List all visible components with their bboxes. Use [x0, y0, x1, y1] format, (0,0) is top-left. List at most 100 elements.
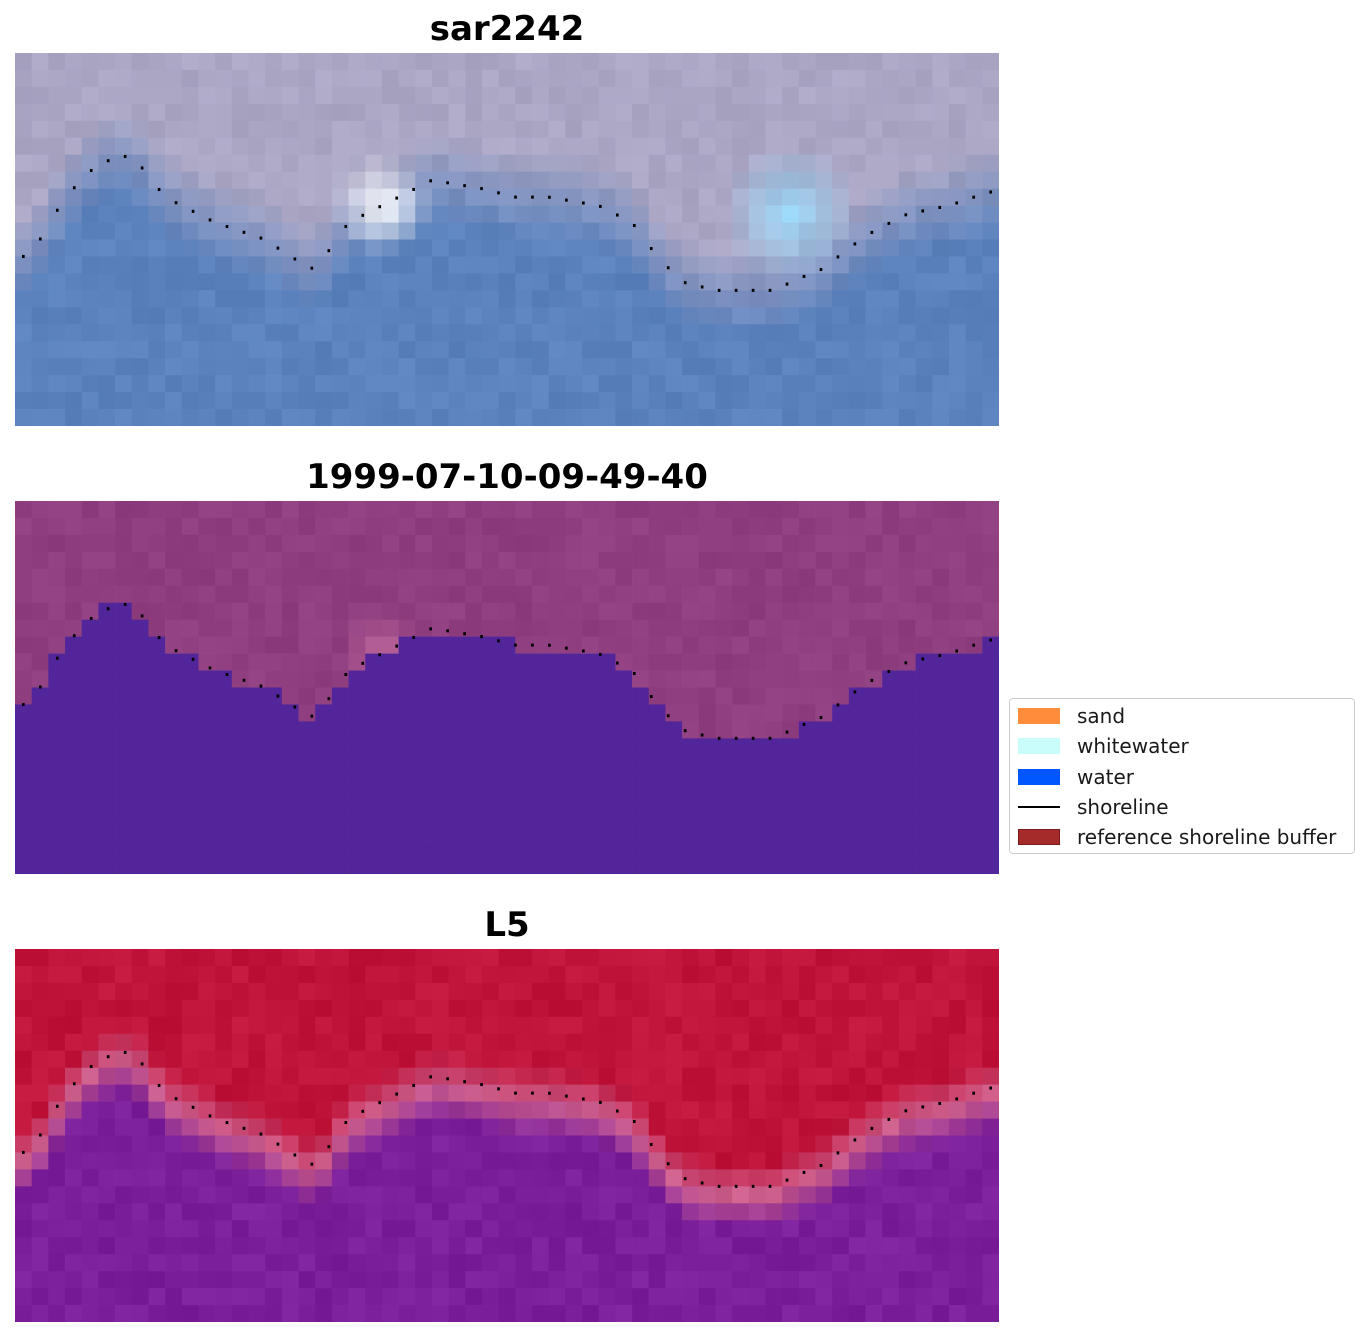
- pixel-cell: [181, 53, 199, 71]
- pixel-cell: [815, 1067, 833, 1085]
- pixel-cell: [548, 1220, 566, 1238]
- pixel-cell: [248, 670, 266, 688]
- shoreline-point: [649, 246, 653, 251]
- pixel-cell: [982, 1271, 999, 1289]
- pixel-cell: [348, 1186, 366, 1204]
- pixel-cell: [148, 120, 166, 139]
- pixel-cell: [415, 256, 433, 274]
- pixel-cell: [48, 755, 66, 773]
- pixel-cell: [715, 290, 733, 308]
- pixel-cell: [715, 982, 733, 1001]
- pixel-cell: [798, 154, 816, 173]
- shoreline-point: [446, 629, 449, 633]
- pixel-cell: [732, 1305, 750, 1322]
- pixel-cell: [348, 375, 366, 393]
- pixel-cell: [582, 154, 600, 173]
- pixel-cell: [65, 982, 83, 1001]
- pixel-cell: [31, 857, 49, 874]
- pixel-cell: [215, 1237, 233, 1255]
- pixel-cell: [648, 1220, 666, 1238]
- legend-item-sand: sand: [1018, 704, 1125, 728]
- pixel-cell: [181, 1135, 199, 1153]
- pixel-cell: [848, 1152, 866, 1170]
- pixel-cell: [765, 1288, 783, 1306]
- pixel-cell: [848, 188, 866, 206]
- pixel-cell: [648, 982, 666, 1001]
- pixel-cell: [298, 341, 316, 359]
- pixel-cell: [565, 687, 583, 705]
- pixel-cell: [748, 1169, 766, 1187]
- pixel-cell: [498, 517, 516, 536]
- pixel-cell: [782, 290, 800, 308]
- pixel-cell: [848, 1135, 866, 1153]
- shoreline-point: [242, 230, 246, 234]
- pixel-cell: [932, 517, 950, 536]
- pixel-cell: [548, 53, 566, 71]
- pixel-cell: [215, 1084, 233, 1102]
- pixel-cell: [481, 619, 499, 637]
- pixel-cell: [231, 789, 249, 807]
- pixel-cell: [265, 137, 283, 156]
- pixel-cell: [98, 375, 116, 393]
- pixel-cell: [932, 171, 950, 189]
- pixel-cell: [198, 501, 216, 519]
- pixel-cell: [648, 806, 666, 824]
- shoreline-point: [242, 1126, 246, 1130]
- pixel-cell: [698, 1101, 716, 1119]
- pixel-cell: [48, 1169, 66, 1187]
- pixel-cell: [915, 999, 933, 1018]
- pixel-cell: [431, 619, 449, 637]
- pixel-cell: [948, 1033, 966, 1052]
- pixel-cell: [648, 534, 666, 553]
- pixel-cell: [115, 1203, 133, 1221]
- pixel-cell: [748, 120, 766, 139]
- pixel-cell: [248, 222, 266, 240]
- pixel-cell: [315, 1203, 333, 1221]
- pixel-cell: [248, 86, 266, 105]
- pixel-cell: [81, 982, 99, 1001]
- pixel-cell: [932, 1067, 950, 1085]
- pixel-cell: [48, 137, 66, 156]
- pixel-cell: [682, 1135, 700, 1153]
- pixel-cell: [265, 392, 283, 410]
- pixel-cell: [298, 755, 316, 773]
- pixel-cell: [148, 1118, 166, 1136]
- pixel-cell: [448, 1305, 466, 1322]
- pixel-cell: [698, 517, 716, 536]
- pixel-cell: [181, 375, 199, 393]
- pixel-cell: [231, 772, 249, 790]
- pixel-cell: [765, 1305, 783, 1322]
- pixel-cell: [81, 1169, 99, 1187]
- pixel-cell: [515, 307, 533, 325]
- pixel-cell: [231, 324, 249, 342]
- pixel-cell: [665, 154, 683, 173]
- pixel-cell: [732, 1288, 750, 1306]
- pixel-cell: [248, 687, 266, 705]
- pixel-cell: [848, 1271, 866, 1289]
- pixel-cell: [732, 551, 750, 570]
- pixel-cell: [815, 409, 833, 426]
- pixel-cell: [48, 789, 66, 807]
- pixel-cell: [915, 1254, 933, 1272]
- pixel-cell: [48, 1254, 66, 1272]
- pixel-cell: [231, 517, 249, 536]
- pixel-cell: [248, 585, 266, 604]
- pixel-cell: [31, 358, 49, 376]
- pixel-cell: [898, 69, 916, 88]
- pixel-cell: [848, 823, 866, 841]
- pixel-cell: [415, 375, 433, 393]
- pixel-cell: [415, 738, 433, 756]
- pixel-cell: [431, 53, 449, 71]
- shoreline-point: [157, 1083, 161, 1088]
- pixel-cell: [231, 568, 249, 587]
- pixel-cell: [398, 69, 416, 88]
- pixel-cell: [281, 840, 299, 858]
- pixel-cell: [648, 1067, 666, 1085]
- pixel-cell: [131, 636, 149, 654]
- pixel-cell: [698, 239, 716, 257]
- pixel-cell: [648, 86, 666, 105]
- pixel-cell: [898, 1169, 916, 1187]
- pixel-cell: [165, 806, 183, 824]
- pixel-cell: [582, 949, 600, 967]
- pixel-cell: [832, 840, 850, 858]
